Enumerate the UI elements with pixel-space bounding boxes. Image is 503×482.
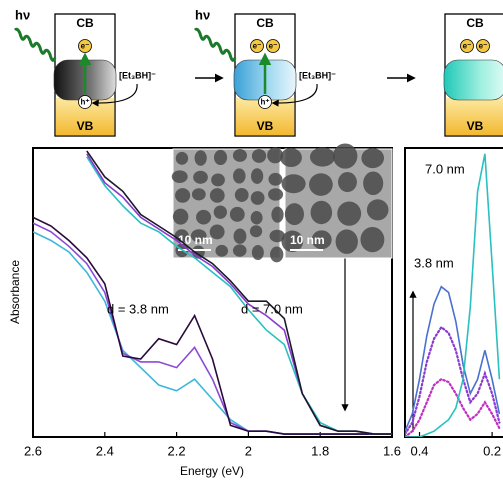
particle bbox=[176, 152, 188, 165]
cb-label: CB bbox=[466, 16, 484, 30]
particle bbox=[196, 210, 211, 225]
hole-label: h⁺ bbox=[80, 98, 89, 107]
particle bbox=[235, 188, 249, 202]
particle bbox=[310, 147, 335, 166]
band-diagram: CB VB e⁻ e⁻ h⁺ hν [Et₃BH]⁻ bbox=[195, 7, 336, 136]
spectrum-line bbox=[405, 287, 499, 432]
particle bbox=[215, 245, 228, 257]
annotation: d = 3.8 nm bbox=[107, 301, 169, 316]
annotation: 3.8 nm bbox=[414, 255, 454, 270]
particle bbox=[337, 202, 361, 226]
particle bbox=[367, 199, 389, 220]
particle bbox=[336, 229, 358, 253]
particle bbox=[268, 173, 282, 186]
spectrum-line bbox=[405, 154, 499, 437]
x-tick-label: 0.2 bbox=[483, 443, 501, 458]
electron-label: e⁻ bbox=[463, 42, 472, 51]
particle bbox=[175, 188, 190, 203]
particle bbox=[363, 172, 383, 196]
electron-label: e⁻ bbox=[81, 42, 90, 51]
x-tick-label: 0.4 bbox=[410, 443, 428, 458]
particle bbox=[271, 207, 283, 223]
particle bbox=[210, 188, 225, 203]
inset-tem-small: 10 nm bbox=[172, 147, 285, 262]
inset-tem-large: 10 nm bbox=[280, 143, 392, 258]
x-tick-label: 2.4 bbox=[96, 443, 114, 458]
particle bbox=[251, 211, 263, 224]
reagent-label: [Et₃BH]⁻ bbox=[119, 70, 156, 80]
spectrum-line bbox=[33, 232, 392, 434]
particle bbox=[193, 171, 208, 184]
particle bbox=[309, 173, 333, 196]
particle bbox=[233, 244, 247, 256]
cb-label: CB bbox=[256, 16, 274, 30]
particle bbox=[252, 149, 266, 163]
particle bbox=[195, 150, 207, 166]
particle bbox=[211, 173, 225, 186]
particle bbox=[338, 172, 357, 192]
particle bbox=[251, 168, 263, 184]
light-wave bbox=[15, 29, 55, 60]
particle bbox=[233, 149, 247, 162]
particle bbox=[233, 168, 246, 183]
particle bbox=[360, 227, 384, 252]
particle bbox=[250, 225, 262, 237]
electron-label: e⁻ bbox=[253, 42, 262, 51]
light-label: hν bbox=[15, 7, 30, 22]
particle bbox=[333, 143, 357, 168]
particle bbox=[234, 229, 247, 244]
x-tick-label: 2.2 bbox=[168, 443, 186, 458]
particle bbox=[252, 245, 264, 260]
vb-label: VB bbox=[467, 119, 484, 133]
particle bbox=[285, 203, 304, 225]
annotation: 7.0 nm bbox=[425, 161, 465, 176]
scale-bar-label: 10 nm bbox=[290, 233, 325, 247]
figure: Energy (eV) Absorbance CB VB e⁻ h⁺ hν [Et₃BH]… bbox=[0, 0, 503, 482]
particle bbox=[173, 209, 189, 225]
particle bbox=[214, 150, 227, 165]
electron-label: e⁻ bbox=[269, 42, 278, 51]
particle bbox=[214, 205, 227, 218]
particle bbox=[268, 188, 283, 200]
cb-label: CB bbox=[76, 16, 94, 30]
particle bbox=[311, 201, 333, 224]
spectrum-line bbox=[405, 379, 499, 437]
particle bbox=[280, 148, 302, 167]
particle bbox=[270, 247, 283, 263]
x-tick-label: 2 bbox=[245, 443, 252, 458]
band-diagram: CB VB e⁻ e⁻ bbox=[444, 14, 503, 136]
nanocrystal bbox=[444, 60, 503, 100]
particle bbox=[282, 174, 306, 193]
electron-label: e⁻ bbox=[479, 42, 488, 51]
light-label: hν bbox=[195, 7, 210, 22]
x-tick-label: 1.8 bbox=[311, 443, 329, 458]
x-axis-label: Energy (eV) bbox=[180, 464, 244, 478]
light-wave bbox=[195, 29, 235, 60]
x-tick-label: 1.6 bbox=[383, 443, 401, 458]
particle bbox=[251, 191, 265, 205]
particle bbox=[230, 207, 245, 222]
y-axis-label: Absorbance bbox=[8, 260, 22, 324]
particle bbox=[192, 188, 206, 200]
particle bbox=[361, 148, 384, 168]
x-tick-label: 2.6 bbox=[24, 443, 42, 458]
hole-label: h⁺ bbox=[260, 98, 269, 107]
vb-label: VB bbox=[77, 119, 94, 133]
reagent-label: [Et₃BH]⁻ bbox=[299, 70, 336, 80]
vb-label: VB bbox=[257, 119, 274, 133]
annotation: d = 7.0 nm bbox=[241, 301, 303, 316]
band-diagram: CB VB e⁻ h⁺ hν [Et₃BH]⁻ bbox=[15, 7, 156, 136]
particle bbox=[172, 170, 188, 183]
